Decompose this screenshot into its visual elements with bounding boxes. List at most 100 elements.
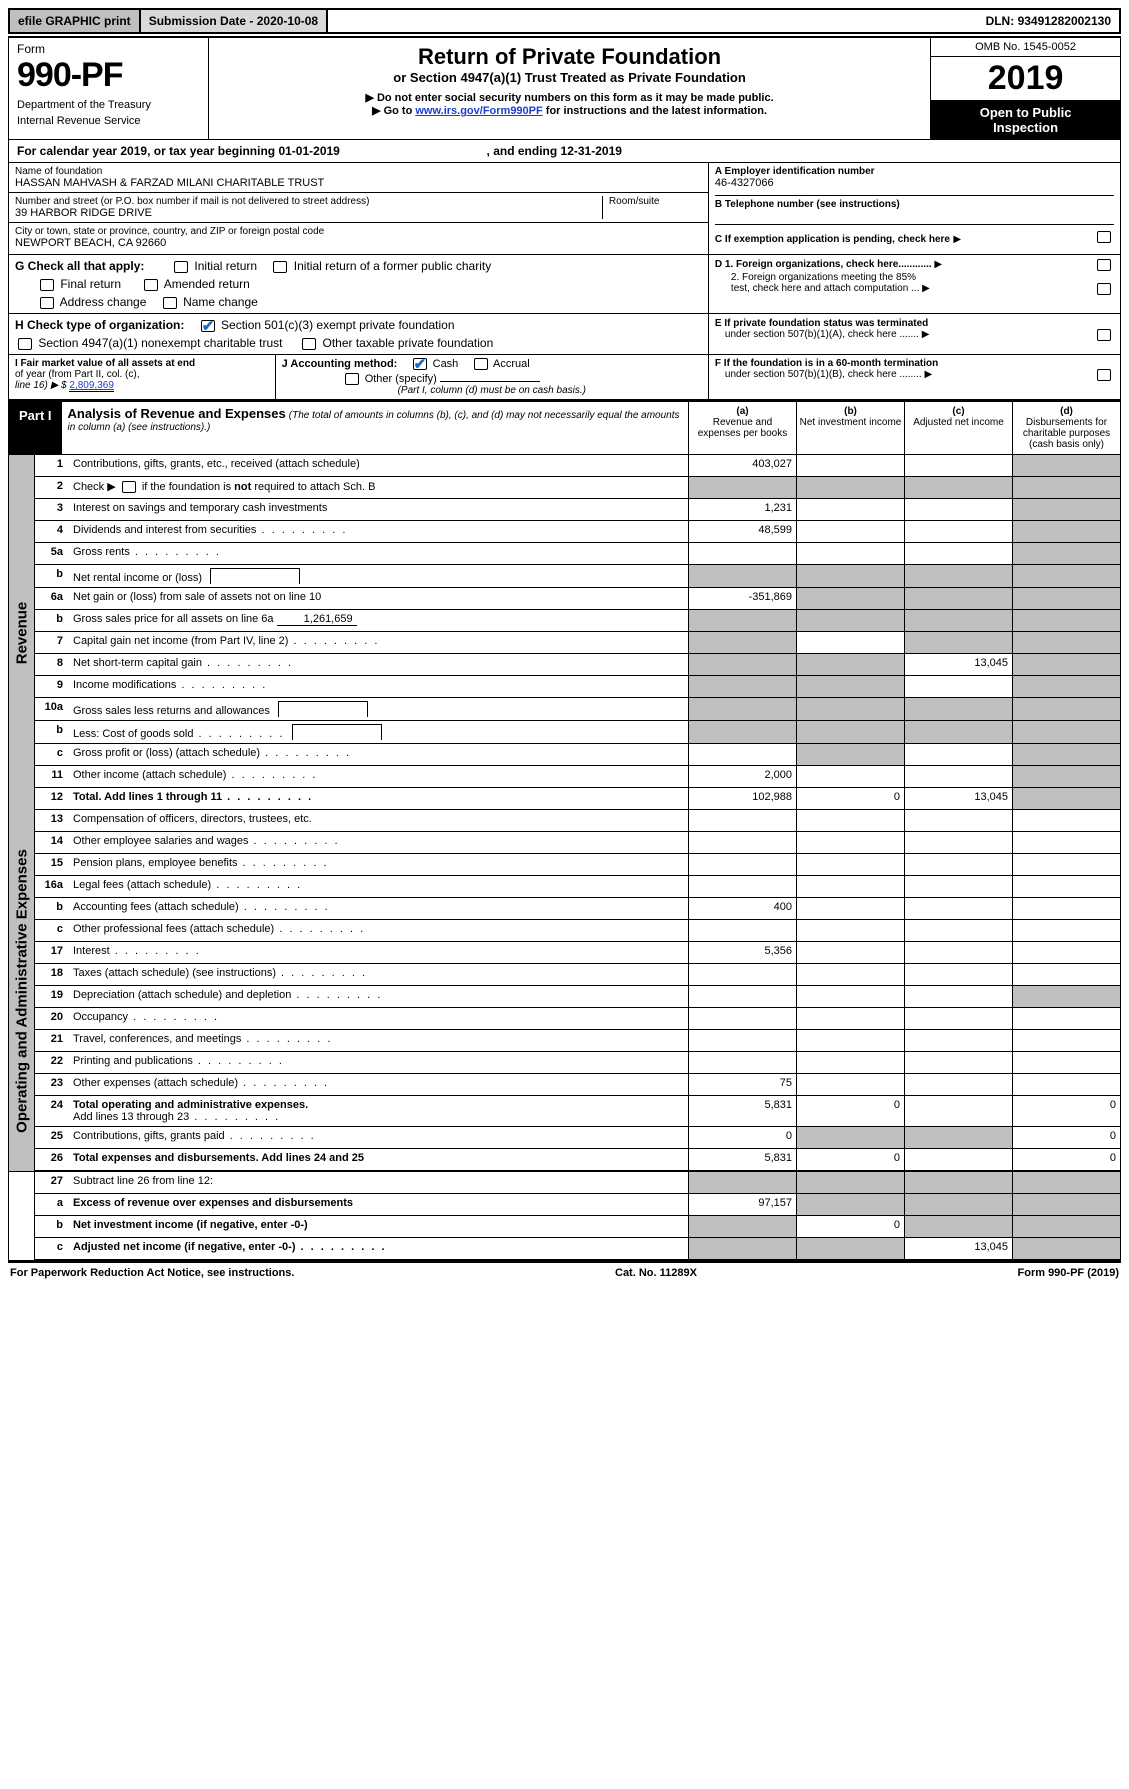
g-name-checkbox[interactable] [163, 297, 177, 309]
g-address-checkbox[interactable] [40, 297, 54, 309]
cell-a [688, 632, 796, 653]
line-desc: Excess of revenue over expenses and disb… [69, 1194, 688, 1215]
line-r20: 20Occupancy [35, 1008, 1120, 1030]
c-checkbox[interactable] [1097, 231, 1111, 243]
cell-a: 5,356 [688, 942, 796, 963]
d1-label: D 1. Foreign organizations, check here..… [715, 259, 932, 270]
g-final-checkbox[interactable] [40, 279, 54, 291]
line-r4: 4Dividends and interest from securities4… [35, 521, 1120, 543]
line-r6a: 6aNet gain or (loss) from sale of assets… [35, 588, 1120, 610]
line-desc: Less: Cost of goods sold [69, 721, 688, 743]
name-label: Name of foundation [15, 166, 702, 177]
cell-d [1012, 521, 1120, 542]
line-r25: 25Contributions, gifts, grants paid00 [35, 1127, 1120, 1149]
h-other-checkbox[interactable] [302, 338, 316, 350]
addr-label: Number and street (or P.O. box number if… [15, 196, 602, 207]
line27-section: 27Subtract line 26 from line 12:aExcess … [8, 1172, 1121, 1261]
line-r9: 9Income modifications [35, 676, 1120, 698]
cell-d [1012, 676, 1120, 697]
g-amended-checkbox[interactable] [144, 279, 158, 291]
cell-b [796, 986, 904, 1007]
header-left: Form 990-PF Department of the Treasury I… [9, 38, 209, 139]
line-desc: Adjusted net income (if negative, enter … [69, 1238, 688, 1259]
g-initial-checkbox[interactable] [174, 261, 188, 273]
irs-link[interactable]: www.irs.gov/Form990PF [415, 105, 542, 117]
cell-a [688, 964, 796, 985]
f-checkbox[interactable] [1097, 369, 1111, 381]
j-label: J Accounting method: [282, 358, 398, 370]
h-block: H Check type of organization: Section 50… [9, 314, 709, 354]
f1: F If the foundation is in a 60-month ter… [715, 358, 938, 369]
line-desc: Net investment income (if negative, ente… [69, 1216, 688, 1237]
d2a: 2. Foreign organizations meeting the 85% [731, 272, 916, 283]
h-501c3-checkbox[interactable] [201, 320, 215, 332]
part1-header: Part I Analysis of Revenue and Expenses … [8, 400, 1121, 455]
line-r10c: cGross profit or (loss) (attach schedule… [35, 744, 1120, 766]
line2-checkbox[interactable] [122, 481, 136, 493]
line-desc: Check ▶ if the foundation is not require… [69, 477, 688, 498]
cell-d [1012, 898, 1120, 919]
col-a-head: (a) Revenue and expenses per books [688, 402, 796, 454]
cell-c [904, 744, 1012, 765]
cell-c [904, 698, 1012, 720]
cell-b [796, 964, 904, 985]
name-address-block: Name of foundation HASSAN MAHVASH & FARZ… [9, 163, 709, 254]
j-other-checkbox[interactable] [345, 373, 359, 385]
cell-c [904, 588, 1012, 609]
line-r10b: bLess: Cost of goods sold [35, 721, 1120, 744]
line-r24: 24Total operating and administrative exp… [35, 1096, 1120, 1127]
g-initial-former-checkbox[interactable] [273, 261, 287, 273]
line-desc: Compensation of officers, directors, tru… [69, 810, 688, 831]
col-b-head: (b) Net investment income [796, 402, 904, 454]
cell-c [904, 1172, 1012, 1193]
line-num: c [35, 1238, 69, 1259]
line-desc: Net short-term capital gain [69, 654, 688, 675]
cell-b [796, 876, 904, 897]
cell-c [904, 1216, 1012, 1237]
cell-a [688, 565, 796, 587]
cell-d [1012, 588, 1120, 609]
cell-c [904, 565, 1012, 587]
line-r18: 18Taxes (attach schedule) (see instructi… [35, 964, 1120, 986]
cell-b [796, 632, 904, 653]
line-num: 16a [35, 876, 69, 897]
cell-d [1012, 565, 1120, 587]
e-checkbox[interactable] [1097, 329, 1111, 341]
cell-b [796, 521, 904, 542]
line-num: 6a [35, 588, 69, 609]
expenses-vlabel: Operating and Administrative Expenses [9, 810, 35, 1171]
d2-checkbox[interactable] [1097, 283, 1111, 295]
cell-c [904, 499, 1012, 520]
cell-c [904, 455, 1012, 476]
line-r27a: aExcess of revenue over expenses and dis… [35, 1194, 1120, 1216]
d1-checkbox[interactable] [1097, 259, 1111, 271]
cell-d [1012, 964, 1120, 985]
phone-label: B Telephone number (see instructions) [715, 199, 1114, 210]
h-4947-checkbox[interactable] [18, 338, 32, 350]
cell-c [904, 1030, 1012, 1051]
line-num: 10a [35, 698, 69, 720]
line-num: b [35, 1216, 69, 1237]
line-num: 27 [35, 1172, 69, 1193]
cell-d: 0 [1012, 1149, 1120, 1170]
i-fmv-value[interactable]: 2,809,369 [69, 380, 114, 392]
line-r11: 11Other income (attach schedule)2,000 [35, 766, 1120, 788]
j-accrual-checkbox[interactable] [474, 358, 488, 370]
cell-c [904, 854, 1012, 875]
i-label1: I Fair market value of all assets at end [15, 358, 195, 369]
cell-c [904, 876, 1012, 897]
cell-b [796, 1194, 904, 1215]
page-footer: For Paperwork Reduction Act Notice, see … [8, 1261, 1121, 1283]
cell-d [1012, 698, 1120, 720]
line-num: 20 [35, 1008, 69, 1029]
footer-left: For Paperwork Reduction Act Notice, see … [10, 1267, 294, 1279]
foundation-name: HASSAN MAHVASH & FARZAD MILANI CHARITABL… [15, 177, 702, 189]
cell-d [1012, 654, 1120, 675]
j-cash-checkbox[interactable] [413, 358, 427, 370]
street-address: 39 HARBOR RIDGE DRIVE [15, 207, 602, 219]
cell-d [1012, 876, 1120, 897]
form-label: Form [17, 42, 200, 56]
line-r17: 17Interest5,356 [35, 942, 1120, 964]
line-num: 4 [35, 521, 69, 542]
cell-b [796, 499, 904, 520]
